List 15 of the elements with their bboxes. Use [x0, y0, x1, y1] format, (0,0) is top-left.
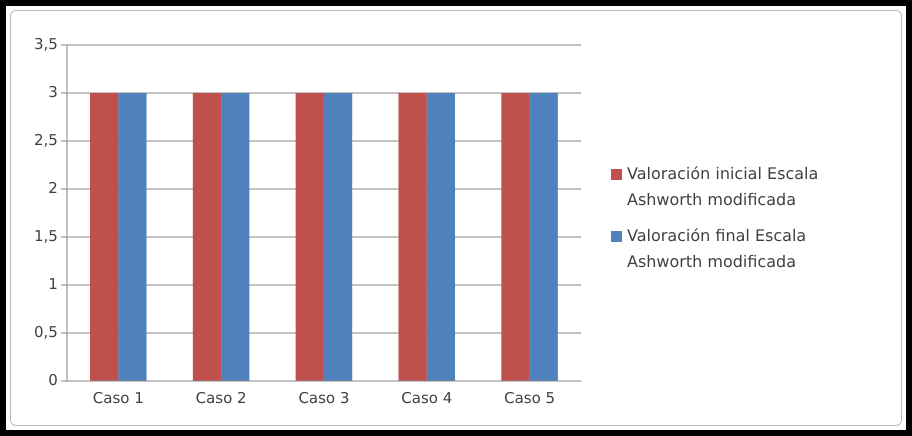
- x-tick-label: Caso 2: [196, 388, 247, 407]
- x-tick-label: Caso 1: [92, 388, 144, 407]
- legend-label: Valoración inicial Escala Ashworth modificada: [627, 164, 818, 209]
- x-tick-label: Caso 3: [298, 388, 350, 407]
- y-tick-label: 0: [48, 370, 58, 389]
- legend-label: Valoración final Escala Ashworth modificada: [627, 226, 806, 271]
- y-tick-label: 2: [48, 178, 58, 197]
- y-tick-label: 1,5: [34, 226, 58, 245]
- y-tick-label: 2,5: [34, 130, 58, 149]
- y-tick-label: 3: [48, 82, 58, 101]
- y-tick-label: 0,5: [34, 322, 58, 341]
- x-tick-label: Caso 5: [504, 388, 556, 407]
- x-tick-label: Caso 4: [401, 388, 452, 407]
- y-tick-label: 1: [48, 274, 58, 293]
- y-tick-label: 3,5: [34, 34, 58, 53]
